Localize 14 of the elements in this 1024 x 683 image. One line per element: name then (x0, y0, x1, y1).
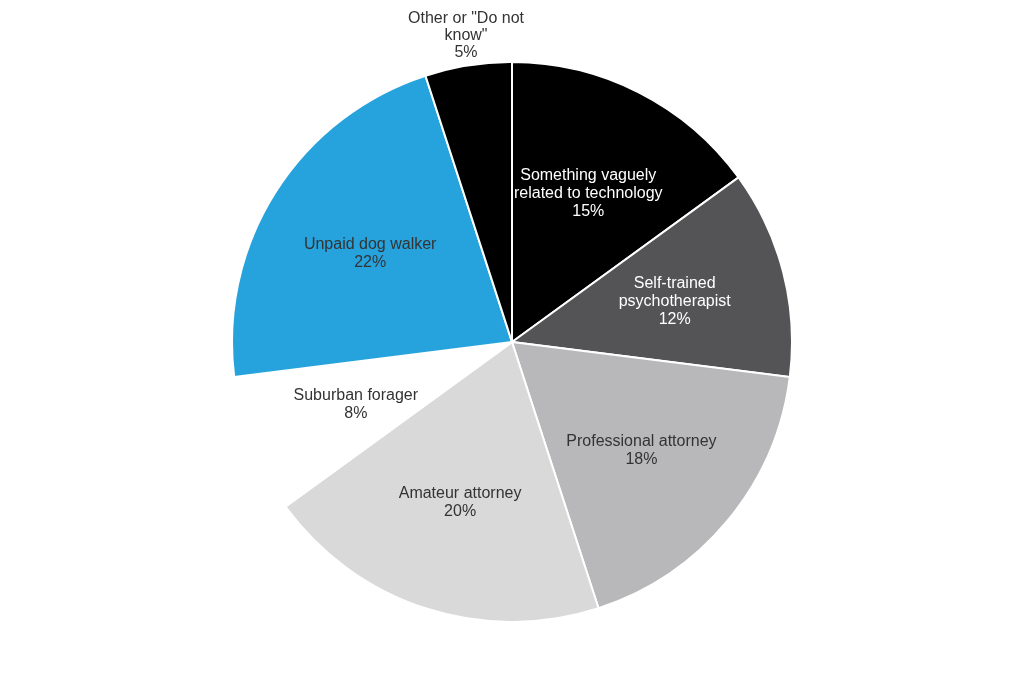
data-label: 8% (344, 404, 368, 422)
data-label: 20% (444, 502, 477, 520)
data-label: 5% (454, 43, 478, 61)
slice-label: Other or "Do not know" (408, 9, 525, 44)
data-label: 15% (572, 201, 605, 219)
slice-label: Self-trained psychotherapist (618, 273, 732, 309)
data-label: 18% (625, 449, 658, 467)
data-label: 22% (354, 252, 387, 270)
slice-label: Professional attorney (566, 431, 717, 449)
slice-label: Amateur attorney (398, 484, 522, 502)
slice-label: Suburban forager (293, 386, 419, 404)
slice-label: Something vaguely related to technology (514, 165, 663, 201)
data-label: 12% (658, 309, 691, 327)
slice-label: Unpaid dog walker (303, 234, 438, 252)
